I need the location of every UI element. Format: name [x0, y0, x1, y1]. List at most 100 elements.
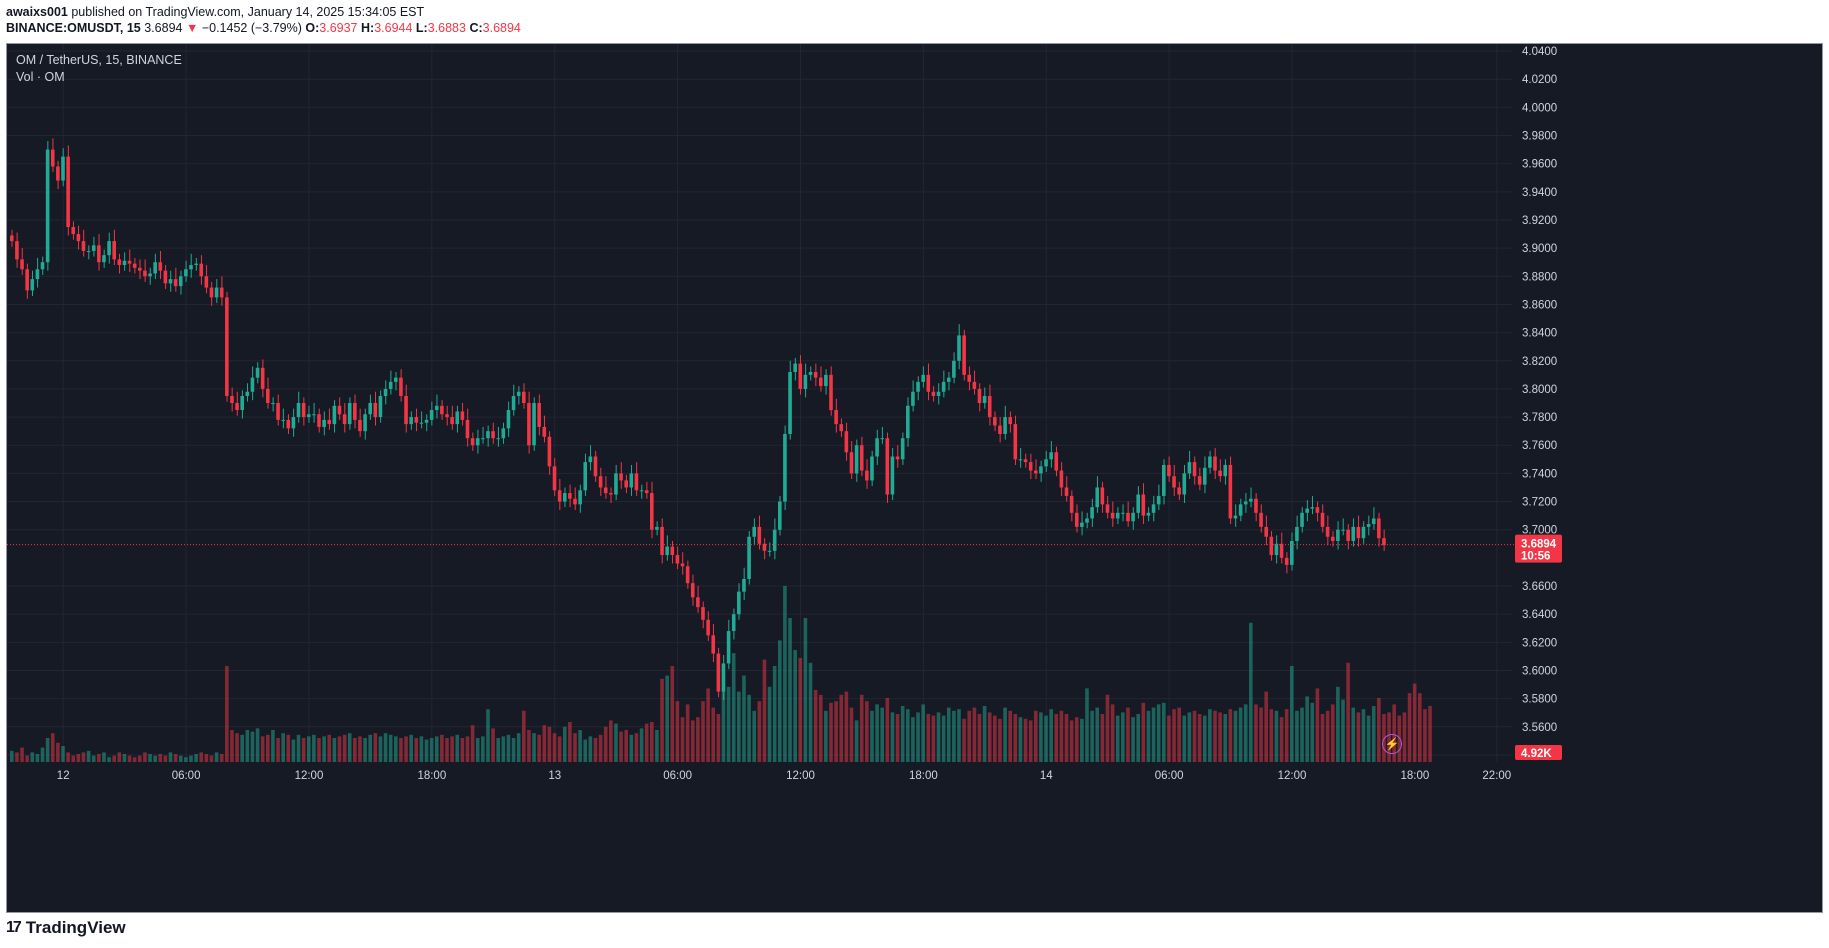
candle-body: [143, 270, 147, 277]
time-tick-label: 12:00: [786, 770, 815, 782]
candle-body: [470, 438, 475, 446]
candle-body: [1141, 494, 1146, 516]
volume-bar: [501, 736, 506, 762]
candle: [721, 655, 726, 701]
candle: [1366, 515, 1371, 536]
candle-body: [1049, 452, 1053, 460]
candle: [20, 248, 24, 275]
candle-body: [813, 372, 818, 378]
candle-body: [931, 391, 936, 396]
candle: [378, 390, 383, 423]
candle: [675, 546, 680, 570]
candle-body: [1003, 417, 1007, 434]
candle-body: [1223, 464, 1228, 477]
candle: [199, 255, 204, 285]
candle-body: [859, 445, 864, 471]
volume-bar: [859, 694, 864, 762]
candle-body: [660, 526, 664, 556]
candle: [153, 253, 157, 280]
candle-body: [1151, 504, 1156, 513]
volume-bar: [982, 706, 987, 762]
volume-bar: [306, 736, 311, 762]
candle-body: [650, 493, 654, 530]
volume-bar: [61, 746, 65, 762]
volume-bar: [731, 653, 736, 762]
volume-bar: [1059, 710, 1064, 762]
candle-body: [312, 414, 316, 416]
candle: [286, 414, 291, 434]
candle: [107, 232, 111, 264]
candle: [450, 405, 454, 430]
close-label: C:: [469, 21, 483, 35]
candle: [399, 369, 403, 402]
legend-title[interactable]: OM / TetherUS, 15, BINANCE: [16, 53, 182, 67]
candle: [962, 329, 966, 381]
volume-bar: [81, 752, 86, 762]
candle: [219, 276, 224, 306]
candle-body: [1202, 467, 1207, 485]
candle: [1121, 504, 1125, 522]
candle: [91, 236, 96, 257]
volume-bar: [153, 755, 157, 762]
candle-body: [731, 614, 736, 632]
lightning-icon[interactable]: ⚡: [1382, 734, 1403, 754]
price-tick-label: 3.9000: [1522, 243, 1557, 255]
volume-bar: [895, 714, 900, 762]
candle-body: [245, 391, 250, 396]
price-tick-label: 3.6400: [1522, 609, 1557, 621]
candle-body: [711, 635, 716, 654]
volume-bar: [378, 736, 383, 762]
candle: [578, 484, 582, 513]
volume-bar: [1269, 709, 1274, 762]
candle: [808, 366, 813, 381]
candle: [952, 352, 956, 384]
candle-body: [1095, 487, 1100, 508]
candle-body: [199, 263, 204, 277]
volume-bar: [209, 755, 214, 762]
candle: [266, 377, 270, 409]
candle-body: [598, 476, 603, 488]
time-tick-label: 18:00: [909, 770, 938, 782]
price-tick-label: 4.0000: [1522, 102, 1557, 114]
volume-bar: [916, 712, 920, 762]
volume-bar: [291, 739, 296, 762]
candle: [81, 229, 86, 257]
volume-bar: [225, 666, 229, 762]
candle: [696, 586, 700, 613]
candle: [624, 474, 628, 494]
publisher-name[interactable]: awaixs001: [6, 5, 68, 19]
candle-body: [71, 227, 76, 235]
volume-bar: [10, 750, 14, 762]
candle: [752, 518, 756, 546]
candle-body: [1069, 495, 1074, 513]
candle-body: [204, 276, 209, 288]
candle: [547, 431, 552, 475]
volume-bar: [752, 710, 756, 762]
candle-body: [117, 259, 122, 266]
candle-body: [1361, 526, 1366, 539]
tradingview-logo[interactable]: 17 TradingView: [6, 918, 126, 938]
legend-volume[interactable]: Vol · OM: [16, 70, 65, 84]
volume-bar: [491, 728, 495, 762]
chart-legend: OM / TetherUS, 15, BINANCE Vol · OM: [16, 52, 182, 86]
candle-body: [445, 414, 449, 418]
volume-bar: [1074, 717, 1079, 762]
volume-bar: [742, 675, 746, 762]
candle: [609, 487, 613, 503]
volume-bar: [639, 728, 644, 762]
candle-body: [1336, 529, 1340, 541]
candle: [906, 397, 910, 447]
volume-bar: [962, 718, 966, 762]
volume-bar: [1182, 715, 1187, 762]
volume-bar: [50, 733, 55, 762]
candle-body: [76, 234, 81, 242]
candle-body: [163, 270, 168, 284]
last-price-badge-value: 3.6894: [1521, 539, 1557, 551]
last-price: 3.6894: [144, 21, 183, 35]
volume-bar: [1310, 702, 1315, 762]
volume-bar: [419, 736, 424, 762]
chart-frame[interactable]: 4.0400 4.0200 4.0000 3.9800 3.9600 3.9400 3.92…: [6, 43, 1823, 913]
candle-body: [475, 438, 480, 446]
candle: [798, 355, 803, 395]
candlestick-chart[interactable]: 4.0400 4.0200 4.0000 3.9800 3.9600 3.9400 3.92…: [7, 44, 1822, 912]
